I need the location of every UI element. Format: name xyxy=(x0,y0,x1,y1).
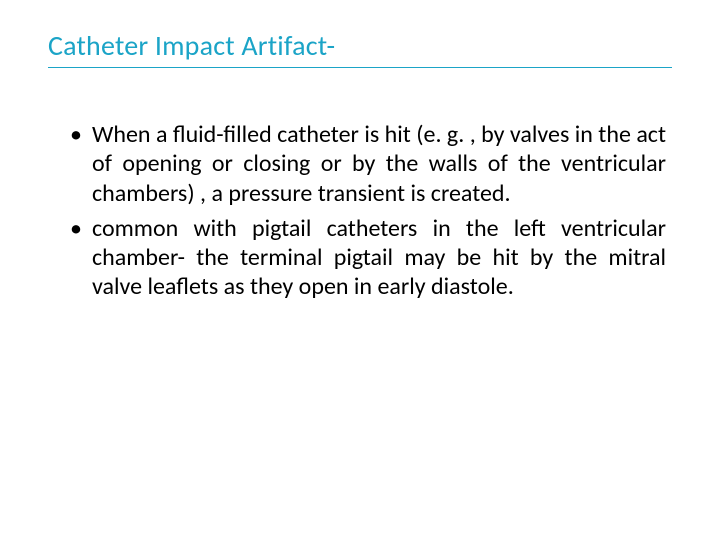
bullet-list: When a fluid-filled catheter is hit (e. … xyxy=(66,120,666,302)
slide: Catheter Impact Artifact- When a fluid-f… xyxy=(0,0,720,540)
slide-body: When a fluid-filled catheter is hit (e. … xyxy=(48,120,672,302)
slide-title: Catheter Impact Artifact- xyxy=(48,28,672,68)
list-item: common with pigtail catheters in the lef… xyxy=(66,214,666,302)
list-item: When a fluid-filled catheter is hit (e. … xyxy=(66,120,666,208)
